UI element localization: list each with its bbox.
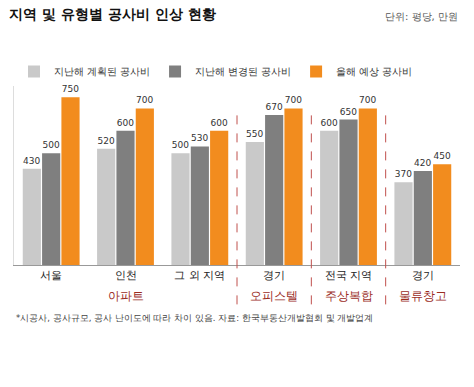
svg-text:430: 430: [23, 156, 40, 166]
svg-text:전국 지역: 전국 지역: [325, 269, 373, 282]
svg-text:500: 500: [42, 140, 59, 150]
svg-text:*시공사, 공사규모, 공사 난이도에 따라 차이 있음.: *시공사, 공사규모, 공사 난이도에 따라 차이 있음. 자료: 한국부동산개…: [16, 313, 373, 323]
svg-text:물류창고: 물류창고: [399, 289, 447, 303]
svg-text:서울: 서울: [40, 269, 62, 282]
svg-text:주상복합: 주상복합: [325, 289, 373, 303]
svg-text:600: 600: [210, 118, 227, 128]
svg-text:370: 370: [395, 169, 412, 179]
svg-text:600: 600: [320, 118, 337, 128]
svg-text:500: 500: [172, 140, 189, 150]
svg-text:그 외 지역: 그 외 지역: [174, 269, 225, 282]
svg-text:인천: 인천: [115, 269, 137, 282]
svg-text:오피스텔: 오피스텔: [250, 289, 298, 303]
svg-text:650: 650: [340, 107, 357, 117]
svg-text:지난해 계획된 공사비: 지난해 계획된 공사비: [54, 66, 150, 77]
svg-text:420: 420: [414, 158, 431, 168]
svg-text:경기: 경기: [412, 269, 434, 282]
svg-text:지난해 변경된 공사비: 지난해 변경된 공사비: [195, 66, 291, 77]
svg-text:750: 750: [62, 84, 79, 94]
svg-text:520: 520: [97, 136, 114, 146]
svg-text:450: 450: [433, 151, 450, 161]
svg-text:경기: 경기: [263, 269, 285, 282]
svg-text:700: 700: [359, 95, 376, 105]
svg-text:530: 530: [191, 133, 208, 143]
svg-text:지역 및 유형별 공사비 인상 현황: 지역 및 유형별 공사비 인상 현황: [9, 6, 215, 22]
svg-text:600: 600: [117, 118, 134, 128]
svg-text:550: 550: [246, 129, 263, 139]
svg-text:700: 700: [136, 95, 153, 105]
svg-text:700: 700: [285, 95, 302, 105]
svg-text:670: 670: [265, 102, 282, 112]
svg-text:아파트: 아파트: [108, 289, 144, 303]
svg-text:단위: 평당, 만원: 단위: 평당, 만원: [385, 11, 458, 22]
svg-text:올해 예상 공사비: 올해 예상 공사비: [336, 66, 412, 77]
